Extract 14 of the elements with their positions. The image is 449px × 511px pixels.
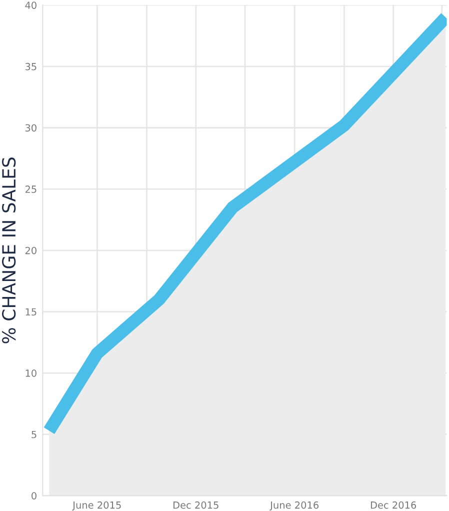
y-tick-label: 30 [25, 124, 36, 132]
y-tick-label: 5 [32, 430, 36, 438]
x-tick-label: Dec 2015 [174, 501, 218, 509]
y-tick-label: 0 [32, 492, 36, 500]
x-tick-label: June 2015 [72, 501, 121, 511]
y-tick-label: 40 [25, 2, 36, 9]
y-axis-title: % CHANGE IN SALES [2, 158, 16, 344]
y-tick-label: 20 [25, 246, 36, 254]
x-tick-label: June 2016 [270, 501, 318, 511]
y-tick-label: 25 [25, 186, 36, 193]
y-tick-label: 35 [25, 62, 36, 70]
y-tick-label: 10 [26, 370, 36, 377]
x-tick-label: Dec 2016 [370, 501, 416, 509]
y-tick-label: 15 [26, 308, 36, 316]
